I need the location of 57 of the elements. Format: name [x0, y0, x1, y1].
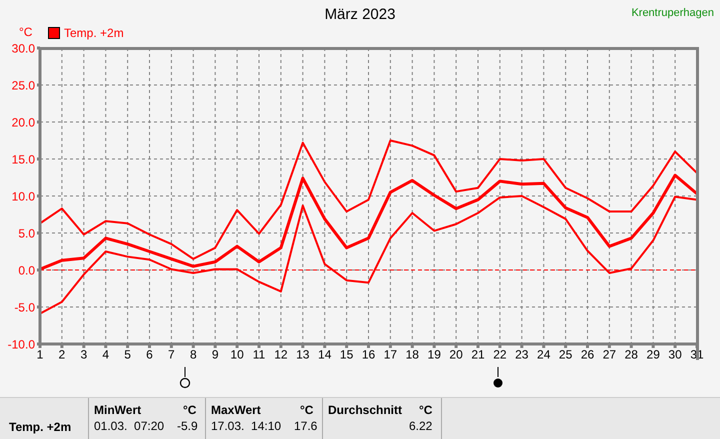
x-tick-label: 6	[146, 348, 154, 362]
x-tick-label: 27	[602, 348, 616, 362]
x-tick-label: 21	[471, 348, 485, 362]
text: MinWert	[94, 403, 142, 417]
x-tick-label: 13	[296, 348, 310, 362]
y-tick-label: 10.0	[12, 189, 36, 204]
text: 17.6	[294, 419, 318, 433]
x-tick-label: 18	[406, 348, 420, 362]
y-tick-label: 0.0	[18, 263, 36, 278]
x-tick-label: 14	[318, 348, 332, 362]
text: Durchschnitt	[328, 403, 402, 417]
x-tick-label: 9	[212, 348, 219, 362]
text: 17.03. 14:10	[211, 419, 282, 433]
x-tick-label: 25	[558, 348, 573, 362]
x-tick-label: 3	[80, 348, 88, 362]
text: Krentruperhagen	[631, 7, 714, 19]
chart-title: März 2023	[324, 6, 396, 23]
text: 6.22	[409, 419, 432, 433]
x-tick-label: 15	[340, 348, 354, 362]
x-tick-label: 23	[515, 348, 529, 362]
x-tick-label: 7	[168, 348, 176, 362]
text: °C	[300, 403, 314, 417]
x-tick-label: 4	[102, 348, 110, 362]
x-tick-label: 29	[646, 348, 660, 362]
x-tick-label: 5	[124, 348, 132, 362]
x-tick-label: 2	[58, 348, 66, 362]
x-tick-label: 22	[493, 348, 507, 362]
text: -5.9	[177, 419, 198, 433]
x-tick-label: 24	[537, 348, 551, 362]
x-tick-label: 1	[36, 348, 44, 362]
x-tick-label: 11	[252, 348, 266, 362]
x-tick-label: 16	[362, 348, 376, 362]
x-tick-label: 28	[624, 348, 638, 362]
x-tick-label: 17	[384, 348, 398, 362]
text: 01.03. 07:20	[94, 419, 164, 433]
y-tick-label: 5.0	[18, 226, 36, 240]
legend-label: Temp. +2m	[63, 26, 124, 40]
x-tick-label: 20	[449, 348, 464, 362]
x-tick-label: 26	[580, 348, 594, 362]
line-series	[40, 140, 697, 260]
y-tick-label: 30.0	[12, 41, 36, 56]
y-tick-label: -10.0	[8, 337, 36, 352]
x-tick-label: 19	[428, 348, 442, 362]
text: °C	[419, 403, 432, 417]
x-tick-label: 10	[230, 348, 244, 362]
y-tick-label: -5.0	[14, 300, 36, 314]
text: Temp. +2m	[9, 420, 72, 434]
text: °C	[183, 403, 196, 417]
y-axis-title: °C	[19, 25, 32, 39]
y-tick-label: 25.0	[12, 78, 36, 92]
y-tick-label: 20.0	[12, 115, 36, 130]
x-tick-label: 30	[668, 348, 682, 362]
y-tick-label: 15.0	[12, 152, 36, 166]
x-tick-label: 8	[190, 348, 197, 362]
line-series	[40, 195, 697, 315]
x-tick-label: 12	[274, 348, 288, 362]
text: MaxWert	[211, 403, 261, 417]
